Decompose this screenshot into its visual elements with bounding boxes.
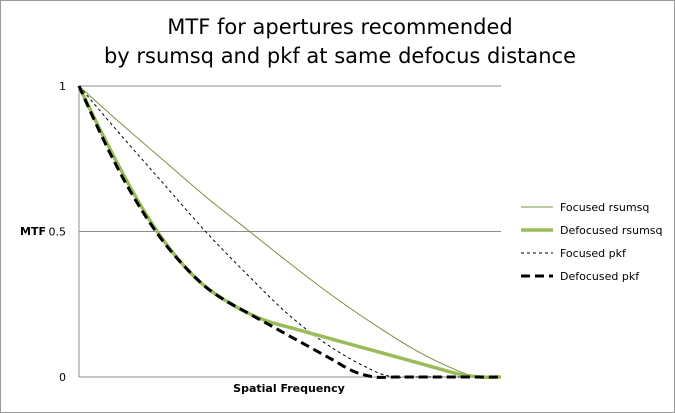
legend-label-focused-pkf: Focused pkf [560, 247, 627, 260]
chart-title-line-2: by rsumsq and pkf at same defocus distan… [103, 44, 577, 68]
legend: Focused rsumsq Defocused rsumsq Focused pk… [521, 201, 663, 283]
legend-label-defocused-pkf: Defocused pkf [560, 270, 640, 283]
legend-label-defocused-rsumsq: Defocused rsumsq [560, 224, 663, 237]
series-line-defocused-pkf [77, 85, 501, 379]
chart-title: MTF for apertures recommended by rsumsq … [60, 13, 620, 71]
x-axis-label: Spatial Frequency [233, 382, 345, 395]
y-tick-labels: 00.51 [49, 80, 67, 384]
chart-title-line-1: MTF for apertures recommended [167, 15, 513, 39]
y-axis-label: MTF [20, 225, 46, 238]
y-tick-label: 1 [59, 80, 66, 93]
legend-label-focused-rsumsq: Focused rsumsq [560, 201, 649, 214]
series-line-focused-pkf [78, 85, 501, 378]
series-line-focused-rsumsq [78, 85, 502, 378]
grid-lines [79, 85, 501, 232]
series-lines [77, 85, 502, 379]
y-tick-label: 0 [59, 371, 66, 384]
y-tick-label: 0.5 [49, 226, 67, 239]
